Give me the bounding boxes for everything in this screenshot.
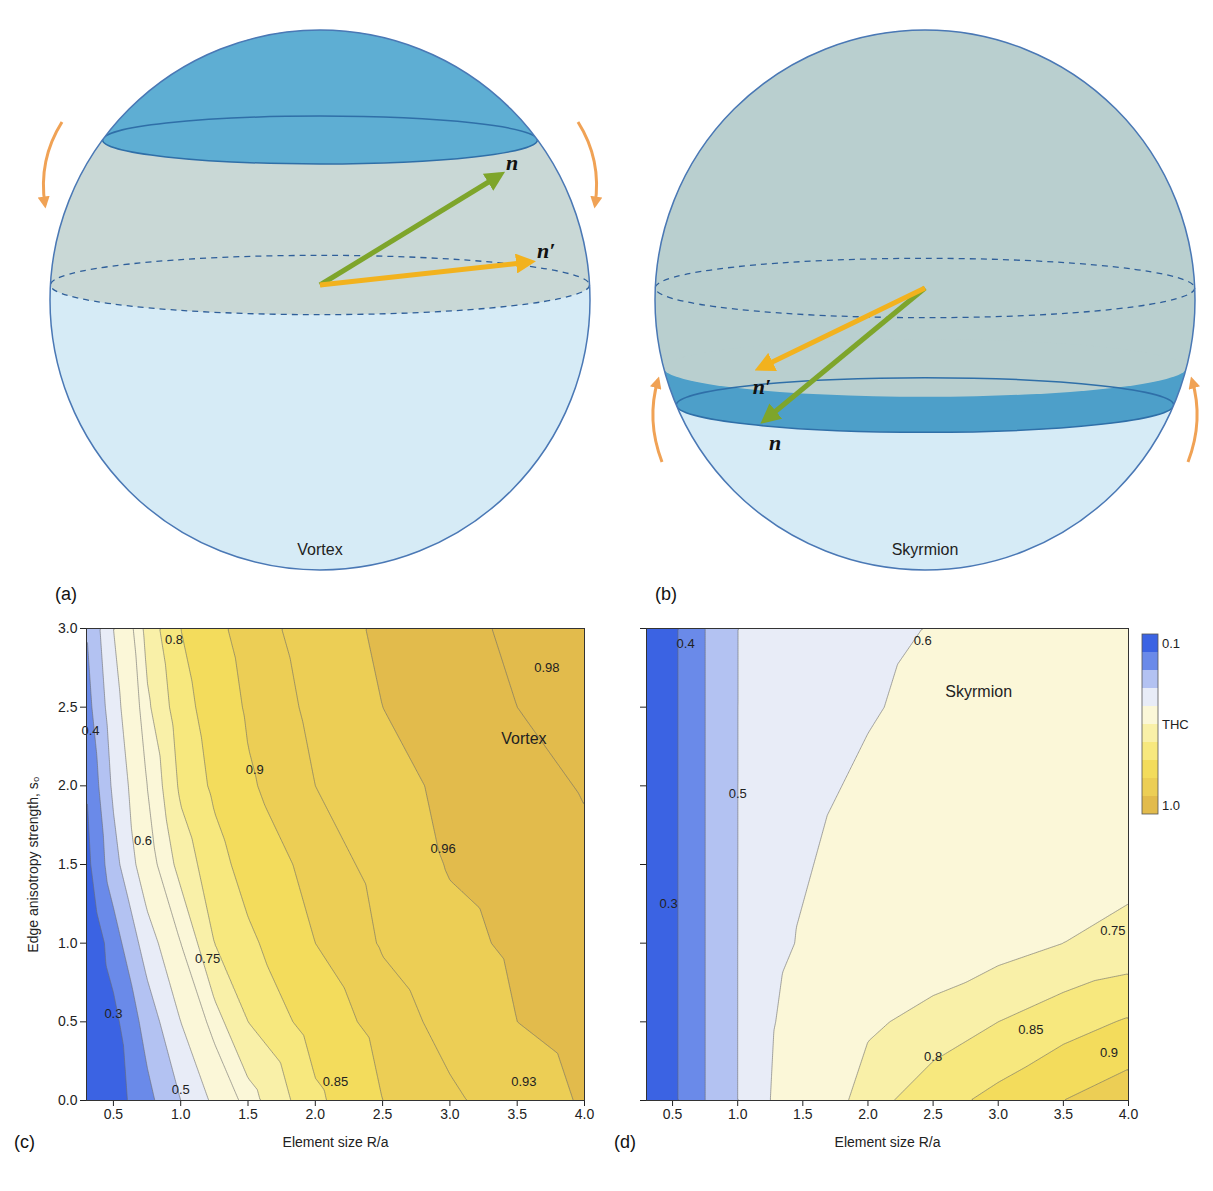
svg-text:0.93: 0.93 (511, 1074, 536, 1089)
svg-text:0.85: 0.85 (323, 1074, 348, 1089)
svg-text:0.75: 0.75 (195, 951, 220, 966)
svg-text:0.85: 0.85 (1018, 1022, 1043, 1037)
svg-text:0.6: 0.6 (914, 633, 932, 648)
svg-text:3.5: 3.5 (1054, 1106, 1074, 1122)
svg-text:Edge anisotropy strength, s₀: Edge anisotropy strength, s₀ (25, 776, 41, 952)
svg-text:0.8: 0.8 (165, 632, 183, 647)
svg-text:4.0: 4.0 (1119, 1106, 1139, 1122)
svg-text:0.0: 0.0 (58, 1092, 78, 1108)
html-text:(d): (d) (614, 1132, 636, 1152)
svg-text:4.0: 4.0 (575, 1106, 595, 1122)
svg-text:0.9: 0.9 (1100, 1045, 1118, 1060)
svg-text:THC: THC (1162, 717, 1189, 732)
svg-text:0.5: 0.5 (172, 1082, 190, 1097)
svg-text:n: n (506, 150, 518, 175)
svg-text:n′: n′ (537, 238, 555, 263)
svg-text:0.4: 0.4 (677, 636, 695, 651)
svg-text:2.0: 2.0 (306, 1106, 326, 1122)
svg-text:0.5: 0.5 (729, 786, 747, 801)
svg-text:1.5: 1.5 (58, 856, 78, 872)
svg-text:2.0: 2.0 (58, 777, 78, 793)
svg-text:n: n (769, 430, 781, 455)
svg-text:1.5: 1.5 (238, 1106, 258, 1122)
svg-text:0.5: 0.5 (58, 1013, 78, 1029)
svg-text:Vortex: Vortex (501, 730, 546, 747)
svg-text:(b): (b) (655, 584, 677, 604)
svg-text:1.0: 1.0 (728, 1106, 748, 1122)
svg-text:0.3: 0.3 (660, 896, 678, 911)
svg-text:1.0: 1.0 (1162, 798, 1180, 813)
html-text:(c): (c) (14, 1132, 35, 1152)
svg-text:0.98: 0.98 (534, 660, 559, 675)
svg-text:Skyrmion: Skyrmion (892, 541, 959, 558)
svg-text:Element size R/a: Element size R/a (283, 1134, 389, 1150)
svg-text:0.4: 0.4 (81, 723, 99, 738)
svg-text:2.5: 2.5 (58, 699, 78, 715)
svg-text:3.5: 3.5 (507, 1106, 527, 1122)
svg-text:0.5: 0.5 (663, 1106, 683, 1122)
svg-text:0.8: 0.8 (924, 1049, 942, 1064)
svg-text:2.5: 2.5 (923, 1106, 943, 1122)
svg-text:2.5: 2.5 (373, 1106, 393, 1122)
svg-text:1.0: 1.0 (171, 1106, 191, 1122)
svg-text:n′: n′ (753, 374, 771, 399)
svg-text:0.96: 0.96 (431, 841, 456, 856)
svg-text:Vortex: Vortex (297, 541, 342, 558)
svg-text:3.0: 3.0 (58, 620, 78, 636)
svg-text:Element size R/a: Element size R/a (835, 1134, 941, 1150)
svg-text:0.75: 0.75 (1100, 923, 1125, 938)
svg-text:(a): (a) (55, 584, 77, 604)
svg-text:3.0: 3.0 (440, 1106, 460, 1122)
svg-text:0.3: 0.3 (104, 1006, 122, 1021)
svg-text:1.0: 1.0 (58, 935, 78, 951)
svg-text:0.5: 0.5 (104, 1106, 124, 1122)
svg-text:Skyrmion: Skyrmion (945, 683, 1012, 700)
svg-text:0.9: 0.9 (246, 762, 264, 777)
svg-text:0.6: 0.6 (134, 833, 152, 848)
svg-text:2.0: 2.0 (858, 1106, 878, 1122)
svg-text:1.5: 1.5 (793, 1106, 813, 1122)
svg-text:0.1: 0.1 (1162, 636, 1180, 651)
svg-text:3.0: 3.0 (988, 1106, 1008, 1122)
